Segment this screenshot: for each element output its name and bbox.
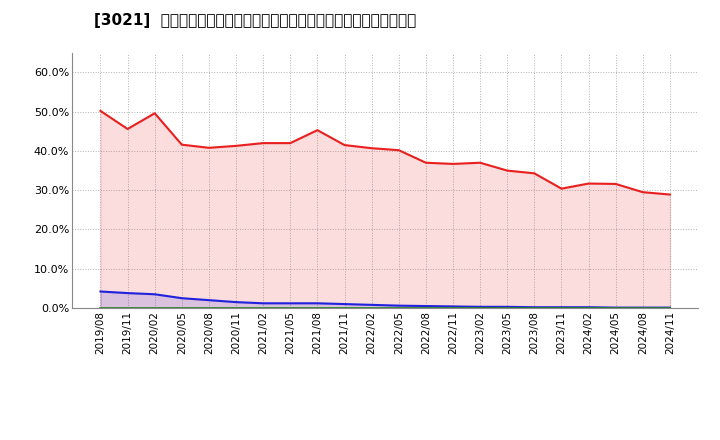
自己資本 — [204, 145, 213, 150]
繰延税金資産 — [584, 305, 593, 310]
のれん — [530, 304, 539, 310]
繰延税金資産 — [530, 305, 539, 310]
繰延税金資産 — [341, 305, 349, 310]
自己資本 — [557, 186, 566, 191]
繰延税金資産 — [96, 305, 105, 310]
自己資本 — [150, 110, 159, 116]
自己資本 — [476, 160, 485, 165]
繰延税金資産 — [611, 305, 620, 310]
自己資本 — [395, 147, 403, 153]
Text: [3021]  自己資本、のれん、繰延税金資産の総資産に対する比率の推移: [3021] 自己資本、のれん、繰延税金資産の総資産に対する比率の推移 — [94, 13, 416, 28]
繰延税金資産 — [150, 305, 159, 310]
繰延税金資産 — [395, 305, 403, 310]
繰延税金資産 — [259, 305, 268, 310]
繰延税金資産 — [367, 305, 376, 310]
繰延税金資産 — [665, 305, 674, 310]
のれん — [259, 301, 268, 306]
自己資本 — [232, 143, 240, 148]
繰延税金資産 — [204, 305, 213, 310]
のれん — [395, 303, 403, 308]
自己資本 — [584, 181, 593, 186]
のれん — [286, 301, 294, 306]
のれん — [584, 304, 593, 310]
のれん — [341, 301, 349, 307]
繰延税金資産 — [476, 305, 485, 310]
のれん — [232, 300, 240, 305]
繰延税金資産 — [557, 305, 566, 310]
自己資本 — [421, 160, 430, 165]
のれん — [449, 304, 457, 309]
自己資本 — [341, 143, 349, 148]
繰延税金資産 — [503, 305, 511, 310]
繰延税金資産 — [421, 305, 430, 310]
のれん — [96, 289, 105, 294]
のれん — [150, 292, 159, 297]
Line: 自己資本: 自己資本 — [101, 111, 670, 194]
繰延税金資産 — [449, 305, 457, 310]
のれん — [476, 304, 485, 309]
自己資本 — [96, 108, 105, 114]
自己資本 — [611, 181, 620, 187]
自己資本 — [665, 192, 674, 197]
繰延税金資産 — [639, 305, 647, 310]
のれん — [313, 301, 322, 306]
のれん — [204, 297, 213, 303]
のれん — [557, 304, 566, 310]
自己資本 — [313, 128, 322, 133]
のれん — [665, 305, 674, 310]
のれん — [611, 305, 620, 310]
Line: のれん: のれん — [101, 292, 670, 308]
自己資本 — [286, 140, 294, 146]
繰延税金資産 — [286, 305, 294, 310]
自己資本 — [178, 142, 186, 147]
のれん — [367, 302, 376, 308]
繰延税金資産 — [313, 305, 322, 310]
のれん — [178, 296, 186, 301]
自己資本 — [259, 140, 268, 146]
自己資本 — [367, 146, 376, 151]
のれん — [123, 290, 132, 296]
繰延税金資産 — [123, 305, 132, 310]
自己資本 — [503, 168, 511, 173]
自己資本 — [123, 126, 132, 132]
自己資本 — [639, 190, 647, 195]
繰延税金資産 — [178, 305, 186, 310]
自己資本 — [449, 161, 457, 167]
のれん — [421, 304, 430, 309]
のれん — [639, 305, 647, 310]
繰延税金資産 — [232, 305, 240, 310]
自己資本 — [530, 171, 539, 176]
のれん — [503, 304, 511, 309]
